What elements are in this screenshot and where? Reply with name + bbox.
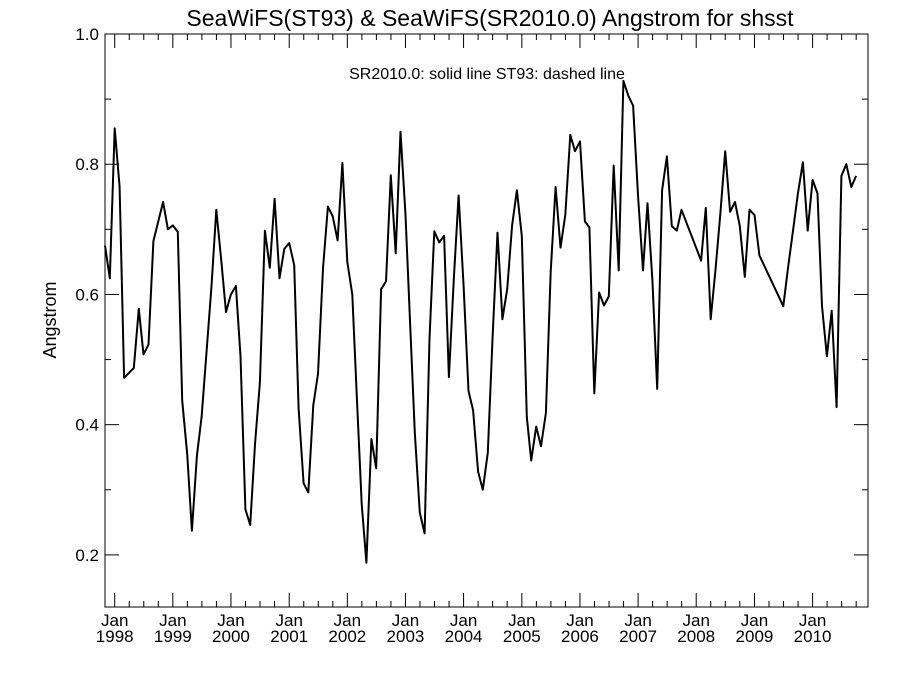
x-tick-month-label: Jan bbox=[566, 611, 593, 630]
x-tick-month-label: Jan bbox=[334, 611, 361, 630]
y-tick-label: 0.6 bbox=[75, 285, 99, 304]
y-tick-label: 0.8 bbox=[75, 155, 99, 174]
y-axis-label: Angstrom bbox=[40, 281, 60, 358]
x-tick-year-label: 1999 bbox=[154, 627, 192, 646]
x-tick-year-label: 2003 bbox=[387, 627, 425, 646]
x-tick-year-label: 2001 bbox=[270, 627, 308, 646]
x-tick-month-label: Jan bbox=[276, 611, 303, 630]
x-tick-year-label: 1998 bbox=[96, 627, 134, 646]
series-line-sr2010-0 bbox=[104, 79, 858, 564]
chart-title: SeaWiFS(ST93) & SeaWiFS(SR2010.0) Angstr… bbox=[186, 5, 794, 31]
x-tick-month-label: Jan bbox=[217, 611, 244, 630]
x-tick-year-label: 2000 bbox=[212, 627, 250, 646]
x-tick-year-label: 2007 bbox=[619, 627, 657, 646]
plot-frame bbox=[104, 33, 869, 608]
x-tick-year-label: 2009 bbox=[736, 627, 774, 646]
x-tick-month-label: Jan bbox=[799, 611, 826, 630]
x-tick-month-label: Jan bbox=[624, 611, 651, 630]
x-tick-month-label: Jan bbox=[159, 611, 186, 630]
x-tick-year-label: 2006 bbox=[561, 627, 599, 646]
x-tick-year-label: 2004 bbox=[445, 627, 483, 646]
x-tick-month-label: Jan bbox=[101, 611, 128, 630]
x-tick-year-label: 2008 bbox=[677, 627, 715, 646]
x-tick-year-label: 2002 bbox=[328, 627, 366, 646]
x-tick-year-label: 2010 bbox=[794, 627, 832, 646]
x-tick-month-label: Jan bbox=[682, 611, 709, 630]
x-tick-year-label: 2005 bbox=[503, 627, 541, 646]
y-tick-label: 1.0 bbox=[75, 25, 99, 44]
axes: 0.20.40.60.81.0Jan1998Jan1999Jan2000Jan2… bbox=[75, 25, 869, 646]
x-tick-month-label: Jan bbox=[508, 611, 535, 630]
chart-annotation: SR2010.0: solid line ST93: dashed line bbox=[349, 66, 625, 83]
y-tick-label: 0.4 bbox=[75, 416, 99, 435]
y-tick-label: 0.2 bbox=[75, 546, 99, 565]
x-tick-month-label: Jan bbox=[450, 611, 477, 630]
x-tick-month-label: Jan bbox=[392, 611, 419, 630]
series-layer bbox=[104, 79, 858, 564]
x-tick-month-label: Jan bbox=[741, 611, 768, 630]
